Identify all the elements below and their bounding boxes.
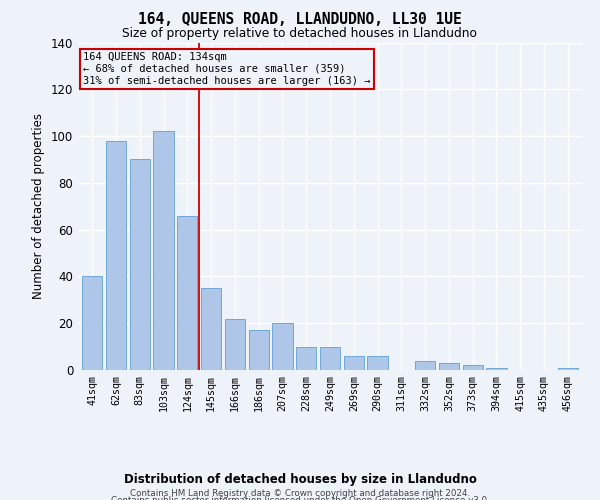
Bar [201, 288, 221, 370]
Text: Distribution of detached houses by size in Llandudno: Distribution of detached houses by size … [124, 472, 476, 486]
Y-axis label: Number of detached properties: Number of detached properties [32, 114, 45, 299]
Bar [154, 132, 173, 370]
Bar [82, 276, 103, 370]
Bar [439, 363, 459, 370]
Bar [106, 141, 126, 370]
Text: Size of property relative to detached houses in Llandudno: Size of property relative to detached ho… [122, 28, 478, 40]
Bar [557, 368, 578, 370]
Text: Contains public sector information licensed under the Open Government Licence v3: Contains public sector information licen… [110, 496, 490, 500]
Bar [272, 323, 293, 370]
Bar [487, 368, 506, 370]
Text: 164 QUEENS ROAD: 134sqm
← 68% of detached houses are smaller (359)
31% of semi-d: 164 QUEENS ROAD: 134sqm ← 68% of detache… [83, 52, 371, 86]
Text: Contains HM Land Registry data © Crown copyright and database right 2024.: Contains HM Land Registry data © Crown c… [130, 489, 470, 498]
Bar [320, 346, 340, 370]
Text: 164, QUEENS ROAD, LLANDUDNO, LL30 1UE: 164, QUEENS ROAD, LLANDUDNO, LL30 1UE [138, 12, 462, 28]
Bar [177, 216, 197, 370]
Bar [344, 356, 364, 370]
Bar [130, 160, 150, 370]
Bar [463, 366, 483, 370]
Bar [415, 360, 435, 370]
Bar [296, 346, 316, 370]
Bar [367, 356, 388, 370]
Bar [248, 330, 269, 370]
Bar [225, 318, 245, 370]
